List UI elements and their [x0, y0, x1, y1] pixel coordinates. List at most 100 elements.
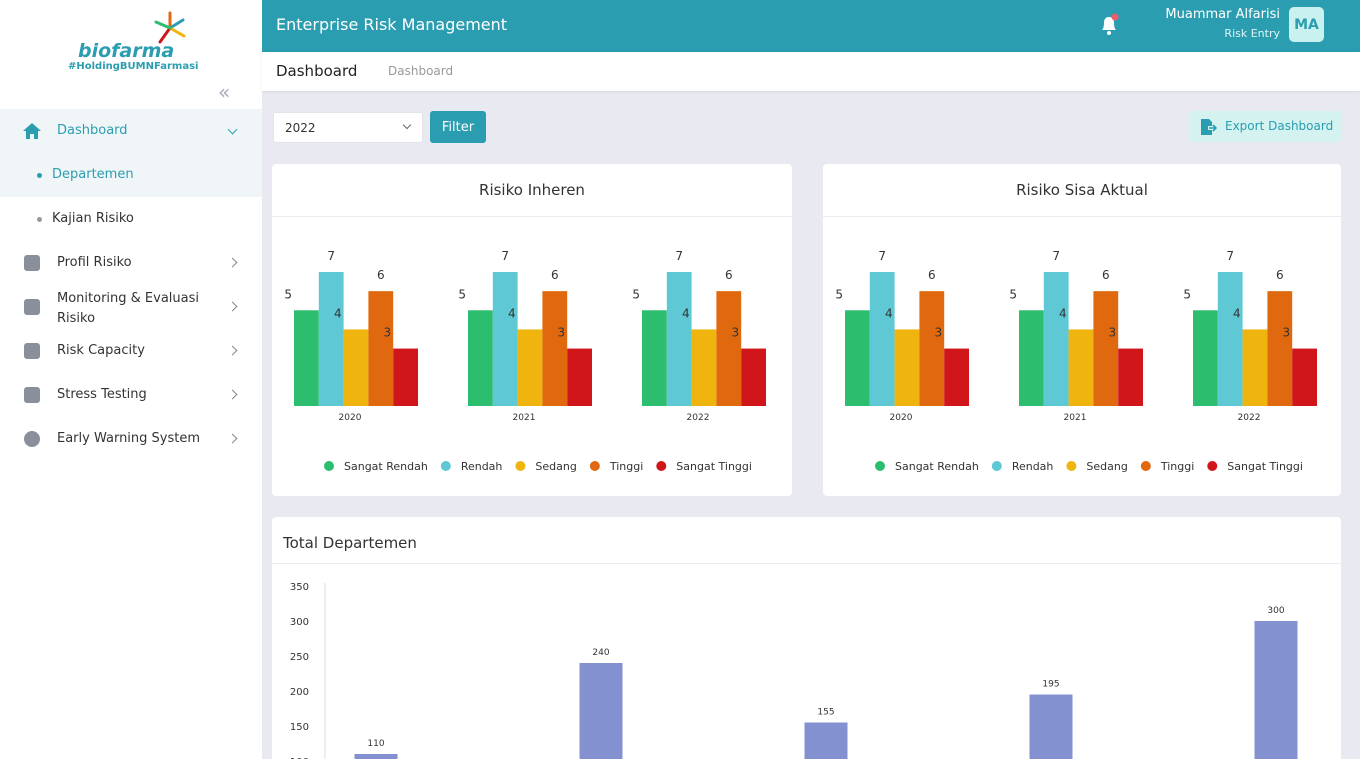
legend-swatch	[1066, 461, 1077, 471]
divider	[272, 216, 792, 217]
data-label: 4	[1059, 306, 1067, 320]
breadcrumb[interactable]: Dashboard	[388, 64, 454, 78]
menu-icon	[24, 431, 40, 447]
data-label: 6	[725, 268, 733, 282]
legend-swatch	[1207, 461, 1218, 471]
legend-swatch	[515, 461, 526, 471]
legend-label: Rendah	[1012, 460, 1054, 473]
bar	[393, 348, 418, 406]
legend-swatch	[324, 461, 334, 471]
brand: biofarma	[78, 40, 175, 62]
chevron	[227, 301, 238, 312]
data-label: 240	[592, 648, 609, 658]
breadcrumb-bar: Dashboard Dashboard	[262, 52, 1360, 91]
bar	[343, 329, 369, 406]
year-select[interactable]: 2022	[273, 112, 423, 143]
data-label: 155	[817, 708, 834, 718]
data-label: 5	[1183, 287, 1191, 301]
data-label: 4	[885, 306, 893, 320]
tagline: #HoldingBUMNFarmasi	[68, 61, 199, 72]
bar	[1193, 310, 1218, 406]
filter-button[interactable]: Filter	[430, 111, 486, 143]
logo-mark	[154, 11, 186, 44]
x-tick-label: 2022	[687, 413, 710, 423]
avatar[interactable]: MA	[1289, 7, 1324, 42]
data-label: 6	[551, 268, 559, 282]
submenu-item[interactable]: Departemen	[52, 167, 134, 182]
menu-item[interactable]: Early Warning System	[57, 431, 201, 446]
divider	[272, 563, 1341, 564]
sidebar: biofarma #HoldingBUMNFarmasi « Dashboard…	[0, 0, 262, 759]
menu-icon	[24, 255, 40, 271]
legend-swatch	[440, 461, 451, 471]
bar	[1019, 310, 1044, 406]
data-label: 6	[1276, 268, 1284, 282]
chart-title: Total Departemen	[283, 534, 417, 552]
menu-item[interactable]: Profil Risiko	[57, 255, 132, 270]
legend-swatch	[875, 461, 885, 471]
chart-title: Risiko Inheren	[479, 181, 585, 199]
menu-item[interactable]: Stress Testing	[57, 387, 147, 402]
bar	[1118, 348, 1143, 406]
data-label: 4	[334, 306, 342, 320]
data-label: 7	[878, 249, 886, 263]
legend-label: Sangat Tinggi	[1227, 460, 1303, 473]
data-label: 7	[327, 249, 335, 263]
bar	[919, 291, 945, 406]
data-label: 7	[501, 249, 509, 263]
x-tick-label: 2021	[1064, 413, 1087, 423]
data-label: 5	[458, 287, 466, 301]
bar	[944, 348, 969, 406]
menu-item[interactable]: Risk Capacity	[57, 343, 145, 358]
chevron	[227, 433, 238, 444]
bar	[642, 310, 667, 406]
menu-item[interactable]: Dashboard	[57, 123, 128, 138]
legend-label: Sedang	[535, 460, 576, 473]
divider	[823, 216, 1341, 217]
bar	[1217, 272, 1243, 406]
menu-icon	[24, 343, 40, 359]
legend-swatch	[656, 461, 667, 471]
data-label: 5	[284, 287, 292, 301]
data-label: 195	[1042, 680, 1059, 690]
chart-panel: Risiko Inheren 5 7 4 6 3 2020 5 7 4 6 3 2021 5 7 4 6 3 20…	[272, 164, 792, 496]
bullet	[37, 217, 42, 222]
menu-item[interactable]: Monitoring & Evaluasi Risiko	[57, 291, 199, 326]
bar	[845, 310, 870, 406]
legend-label: Tinggi	[609, 460, 643, 473]
bar	[492, 272, 518, 406]
y-tick-label: 300	[290, 617, 309, 628]
header: Enterprise Risk Management Muammar Alfar…	[262, 0, 1360, 52]
bar	[1292, 348, 1317, 406]
active-group	[0, 109, 262, 197]
legend-label: Sangat Tinggi	[676, 460, 752, 473]
chart: 5 7 4 6 3 2020 5 7 4 6 3 2021 5 7 4 6 3 2022 Sangat Rendah…	[835, 249, 1317, 473]
bar	[716, 291, 742, 406]
x-tick-label: 2021	[513, 413, 536, 423]
legend-label: Sangat Rendah	[895, 460, 979, 473]
data-label: 5	[1009, 287, 1017, 301]
data-label: 7	[1226, 249, 1234, 263]
data-label: 6	[928, 268, 936, 282]
bell-icon[interactable]	[1098, 13, 1122, 37]
bar	[542, 291, 568, 406]
export-button[interactable]: Export Dashboard	[1190, 111, 1341, 142]
chart-panel: Total Departemen 100 150 200 250 300 350 110 24…	[272, 517, 1341, 759]
data-label: 300	[1267, 606, 1284, 616]
bar	[741, 348, 766, 406]
bar	[354, 754, 398, 759]
collapse-button[interactable]: «	[218, 80, 231, 104]
chart: 5 7 4 6 3 2020 5 7 4 6 3 2021 5 7 4 6 3 2022 Sangat Rendah…	[284, 249, 766, 473]
user-name: Muammar Alfarisi	[1165, 7, 1280, 22]
data-label: 3	[558, 326, 566, 340]
x-tick-label: 2022	[1238, 413, 1261, 423]
data-label: 5	[632, 287, 640, 301]
data-label: 7	[675, 249, 683, 263]
submenu-item[interactable]: Kajian Risiko	[52, 211, 134, 226]
bar	[894, 329, 920, 406]
bar	[468, 310, 493, 406]
data-label: 4	[508, 306, 516, 320]
y-tick-label: 100	[290, 757, 309, 759]
legend-swatch	[991, 461, 1002, 471]
